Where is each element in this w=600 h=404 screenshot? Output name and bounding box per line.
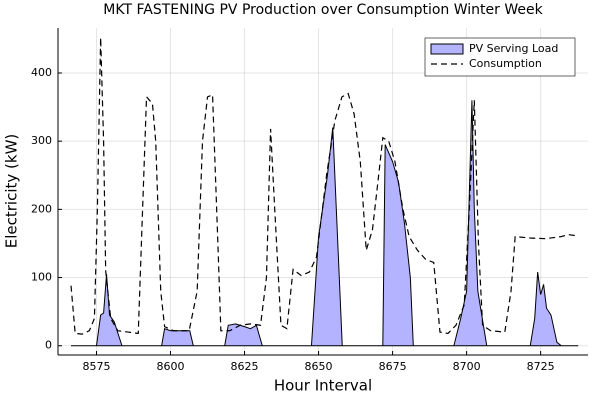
x-tick-label: 8600	[157, 360, 185, 373]
y-tick-label: 300	[31, 134, 52, 147]
legend-swatch	[430, 43, 464, 55]
y-axis-label: Electricity (kW)	[3, 134, 21, 249]
y-tick-label: 400	[31, 66, 52, 79]
y-tick-label: 0	[45, 339, 52, 352]
x-tick-label: 8700	[453, 360, 481, 373]
x-tick-label: 8725	[527, 360, 555, 373]
line	[70, 37, 579, 335]
x-tick-label: 8650	[305, 360, 333, 373]
x-tick-label: 8675	[379, 360, 407, 373]
x-axis-label: Hour Interval	[274, 377, 372, 395]
legend-label: PV Serving Load	[469, 42, 558, 55]
x-tick-label: 8575	[82, 360, 110, 373]
chart-title: MKT FASTENING PV Production over Consump…	[103, 2, 543, 18]
y-tick-label: 100	[31, 271, 52, 284]
legend-label: Consumption	[469, 57, 542, 70]
y-tick-label: 200	[31, 202, 52, 215]
area	[71, 100, 579, 347]
x-tick-label: 8625	[231, 360, 259, 373]
